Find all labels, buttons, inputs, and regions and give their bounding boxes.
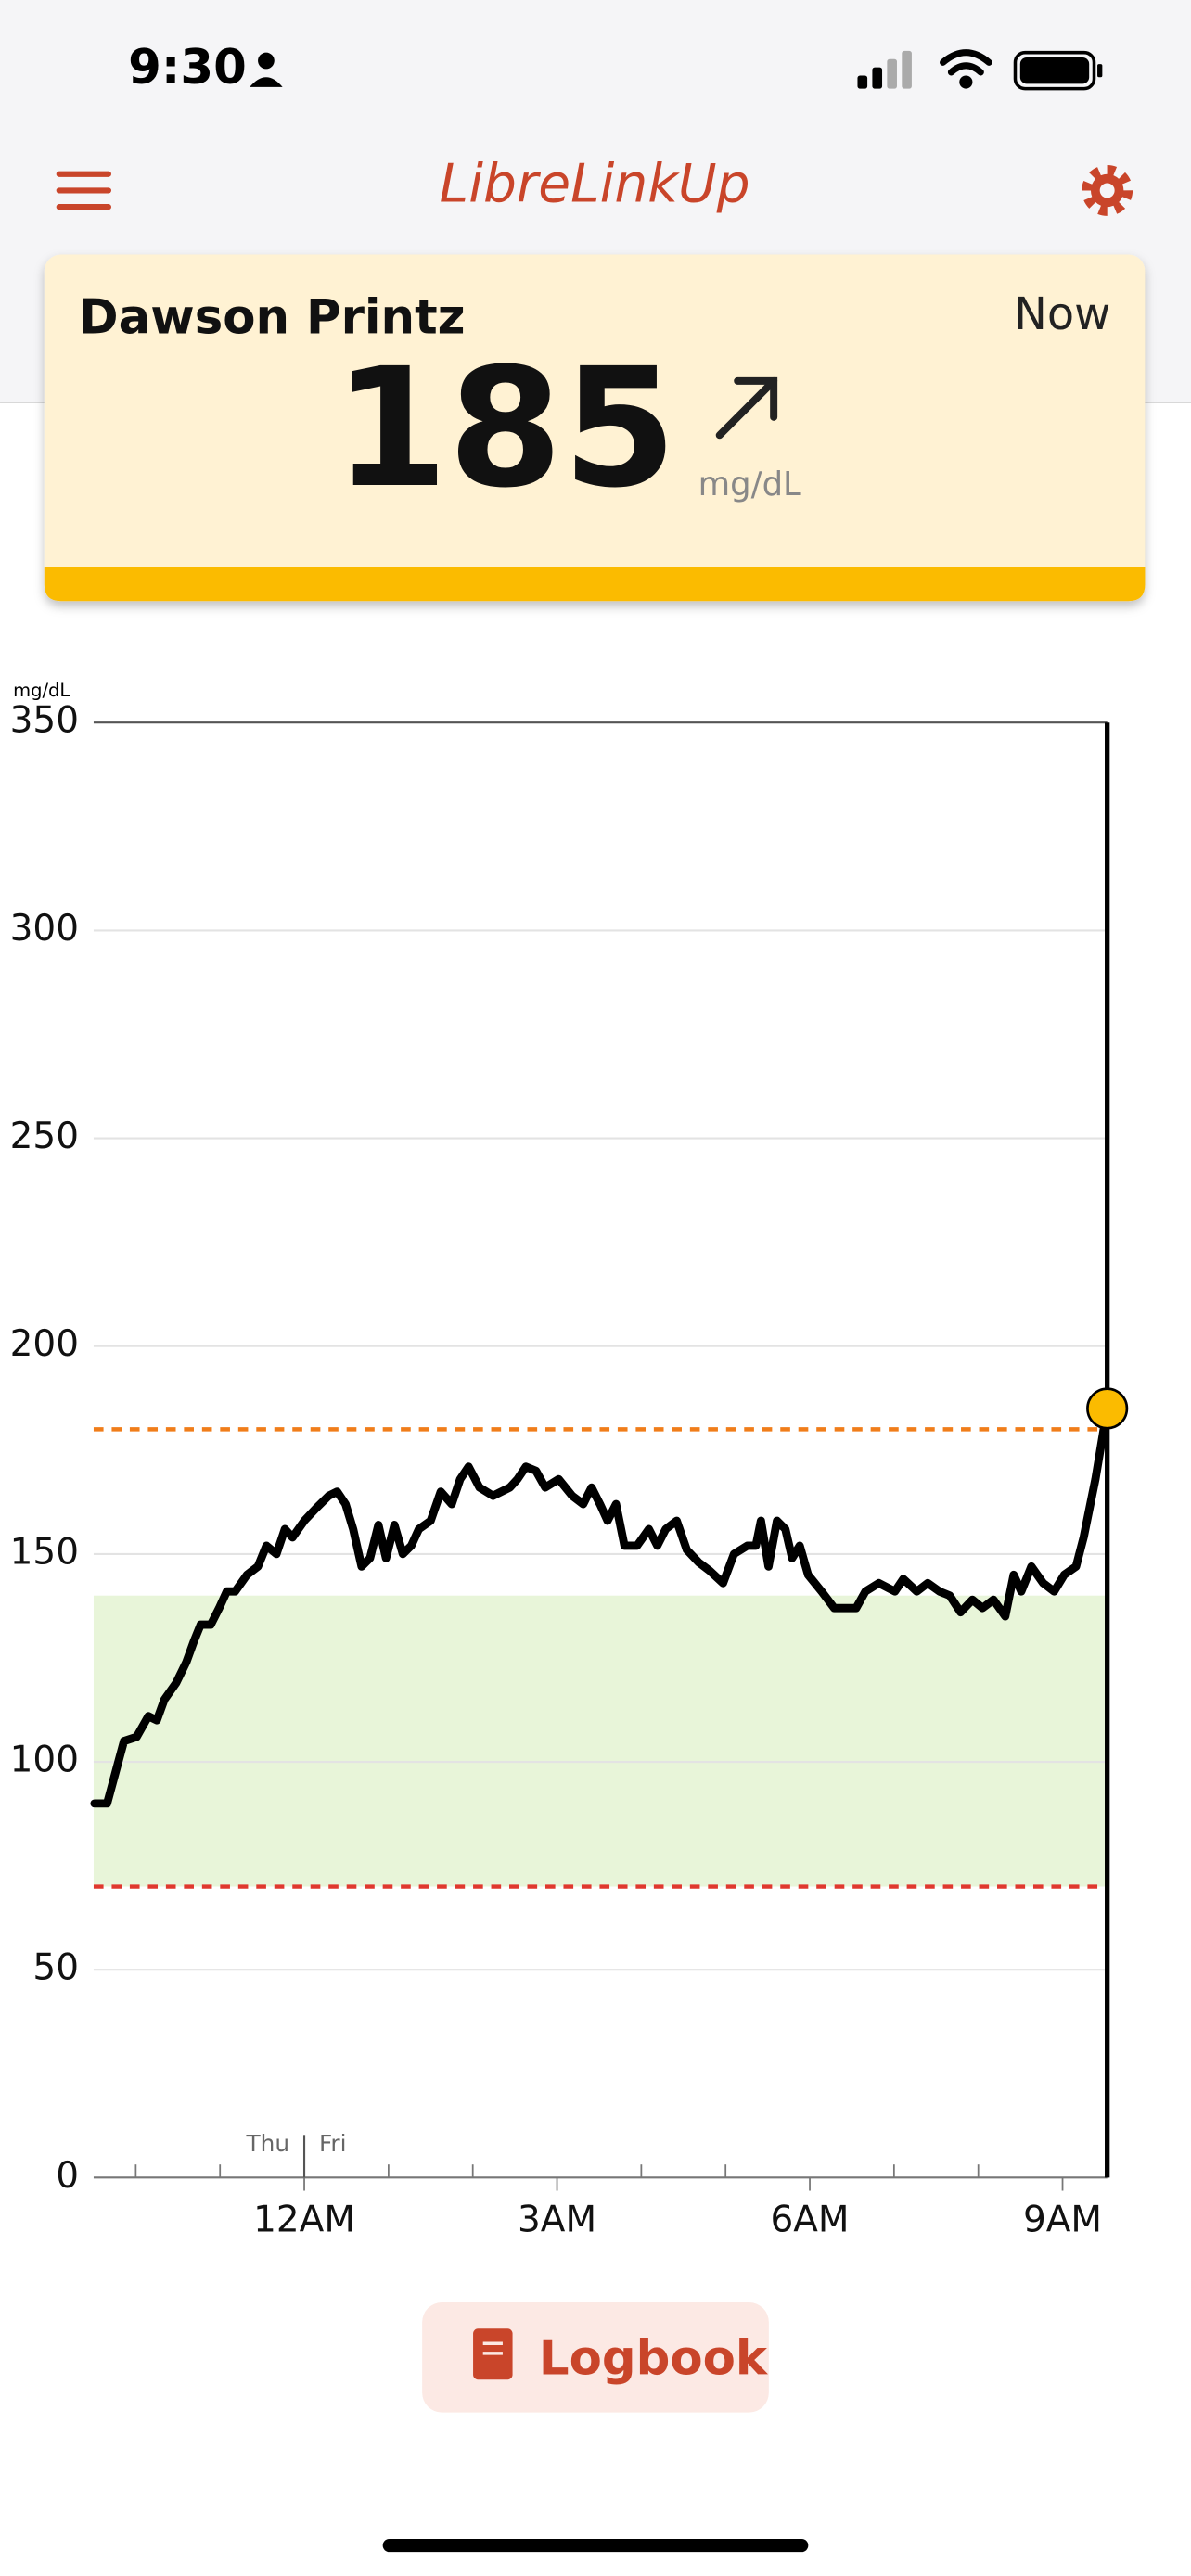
person-icon — [250, 52, 283, 87]
glucose-line — [90, 1404, 1112, 1808]
day-label: Thu — [246, 2130, 290, 2157]
current-reading — [1086, 1387, 1129, 1430]
status-time: 9:30 — [128, 40, 247, 96]
y-tick-label: 350 — [10, 700, 79, 742]
glucose-value: 185 — [334, 333, 677, 524]
logbook-button[interactable]: Logbook — [422, 2302, 769, 2413]
patient-name: Dawson Printz — [79, 289, 466, 345]
glucose-card[interactable] — [44, 254, 1146, 602]
menu-button[interactable] — [56, 171, 111, 210]
wifi-icon — [940, 49, 992, 89]
x-tick-label: 12AM — [253, 2200, 355, 2241]
y-tick-label: 0 — [56, 2155, 79, 2197]
x-tick-label: 6AM — [771, 2200, 850, 2241]
day-label: Fri — [319, 2130, 347, 2157]
battery-icon — [1013, 50, 1103, 91]
y-tick-label: 150 — [10, 1531, 79, 1573]
signal-icon — [857, 50, 912, 89]
reading-time: Now — [1014, 289, 1110, 340]
y-tick-label: 100 — [10, 1740, 79, 1781]
trend-arrow — [715, 376, 778, 440]
app-title: LibreLinkUp — [440, 154, 750, 215]
glucose-chart: 0 50 100 150 200 250 300 350 12AM 3AM 6AM 9AM Thu Fri — [10, 700, 1129, 2241]
y-axis-unit: mg/dL — [13, 680, 70, 701]
x-tick-label: 9AM — [1023, 2200, 1102, 2241]
y-tick-label: 200 — [10, 1323, 79, 1365]
home-indicator — [382, 2538, 809, 2553]
y-tick-label: 300 — [10, 908, 79, 950]
y-tick-label: 50 — [32, 1947, 79, 1989]
y-tick-label: 250 — [10, 1116, 79, 1157]
glucose-unit: mg/dL — [698, 465, 801, 504]
target-range — [93, 1595, 1108, 1887]
logbook-label: Logbook — [539, 2331, 769, 2387]
x-tick-label: 3AM — [518, 2200, 596, 2241]
